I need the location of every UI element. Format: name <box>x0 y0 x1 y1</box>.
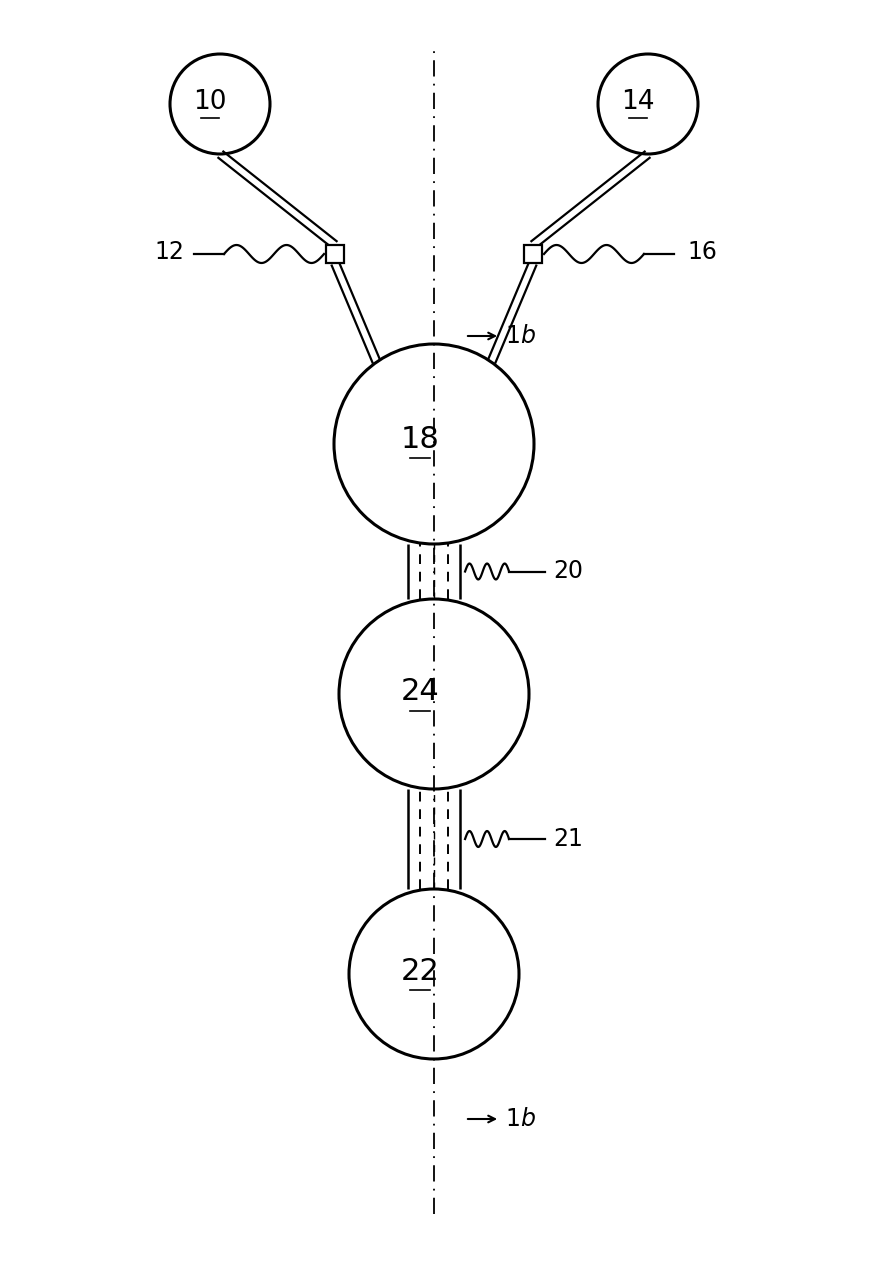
Text: 21: 21 <box>553 827 583 851</box>
Text: 22: 22 <box>401 957 440 986</box>
Text: $\mathit{1b}$: $\mathit{1b}$ <box>505 1107 536 1131</box>
Text: 18: 18 <box>401 425 440 454</box>
Bar <box>326 245 344 263</box>
Text: 10: 10 <box>193 88 227 115</box>
Text: $\mathit{1b}$: $\mathit{1b}$ <box>505 324 536 348</box>
Text: 24: 24 <box>401 678 440 707</box>
Text: 14: 14 <box>621 88 654 115</box>
Bar <box>524 245 542 263</box>
Text: 20: 20 <box>553 560 583 584</box>
Text: 12: 12 <box>154 240 184 264</box>
Text: 16: 16 <box>687 240 717 264</box>
